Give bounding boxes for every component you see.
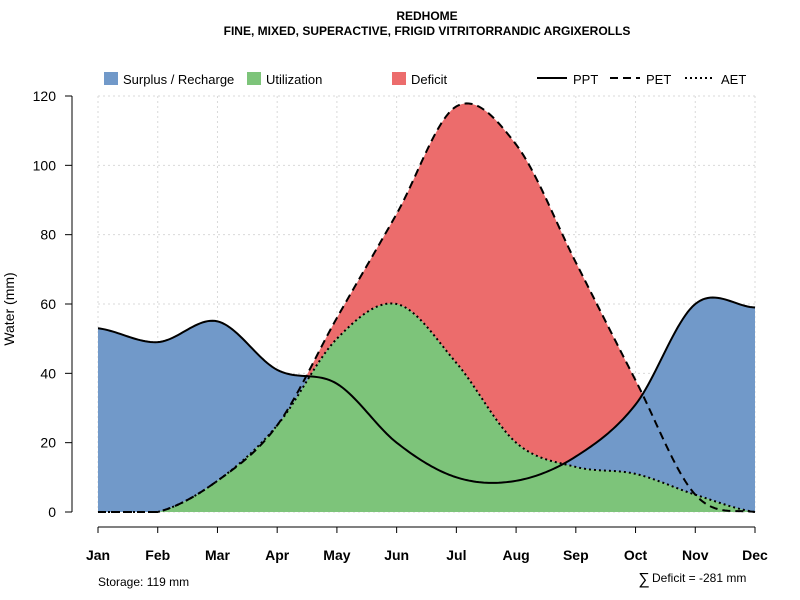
- x-tick-label: Jun: [384, 547, 409, 563]
- area-layer: [98, 103, 755, 512]
- legend-label: AET: [721, 72, 746, 87]
- y-tick-label: 60: [40, 296, 56, 312]
- aet-line: [98, 302, 756, 513]
- x-tick-label: Mar: [205, 547, 230, 563]
- line-layer: [97, 102, 756, 513]
- legend-swatch: [392, 72, 406, 85]
- x-tick-label: Dec: [742, 547, 768, 563]
- legend-label: PET: [646, 72, 671, 87]
- deficit-area: [98, 103, 755, 512]
- y-tick-label: 0: [48, 504, 56, 520]
- surplus-recharge-area: [98, 297, 755, 512]
- legend-swatch: [247, 72, 261, 85]
- y-axis-label: Water (mm): [1, 272, 17, 345]
- y-tick-label: 20: [40, 435, 56, 451]
- storage-label: Storage: 119 mm: [98, 575, 189, 589]
- deficit-total-label: Deficit = -281 mm: [652, 571, 746, 585]
- x-tick-label: Sep: [563, 547, 589, 563]
- sum-symbol: ∑: [638, 571, 649, 588]
- chart-subtitle: FINE, MIXED, SUPERACTIVE, FRIGID VITRITO…: [224, 24, 631, 38]
- legend-label: Utilization: [266, 72, 322, 87]
- legend-label: PPT: [573, 72, 598, 87]
- legend-label: Deficit: [411, 72, 448, 87]
- x-tick-label: Jul: [446, 547, 466, 563]
- aet-base-area: [98, 376, 755, 512]
- y-tick-label: 40: [40, 365, 56, 381]
- x-tick-label: Nov: [682, 547, 709, 563]
- x-tick-label: Oct: [624, 547, 648, 563]
- chart-title: REDHOME: [396, 9, 457, 23]
- y-tick-label: 120: [33, 88, 57, 104]
- x-tick-label: May: [323, 547, 350, 563]
- x-tick-label: Feb: [145, 547, 170, 563]
- utilization-area: [98, 297, 755, 483]
- legend-swatch: [104, 72, 118, 85]
- legend-label: Surplus / Recharge: [123, 72, 234, 87]
- y-tick-label: 80: [40, 227, 56, 243]
- x-tick-label: Apr: [265, 547, 290, 563]
- legend: Surplus / Recharge Utilization Deficit PPT P…: [104, 72, 746, 87]
- x-tick-label: Aug: [502, 547, 529, 563]
- x-tick-label: Jan: [86, 547, 110, 563]
- y-tick-label: 100: [33, 157, 57, 173]
- ppt-line: [97, 296, 756, 484]
- pet-line: [98, 102, 756, 513]
- axes: 0 20 40 60 80 100 120 Jan Feb Mar Apr May Jun Jul Aug S…: [33, 88, 768, 563]
